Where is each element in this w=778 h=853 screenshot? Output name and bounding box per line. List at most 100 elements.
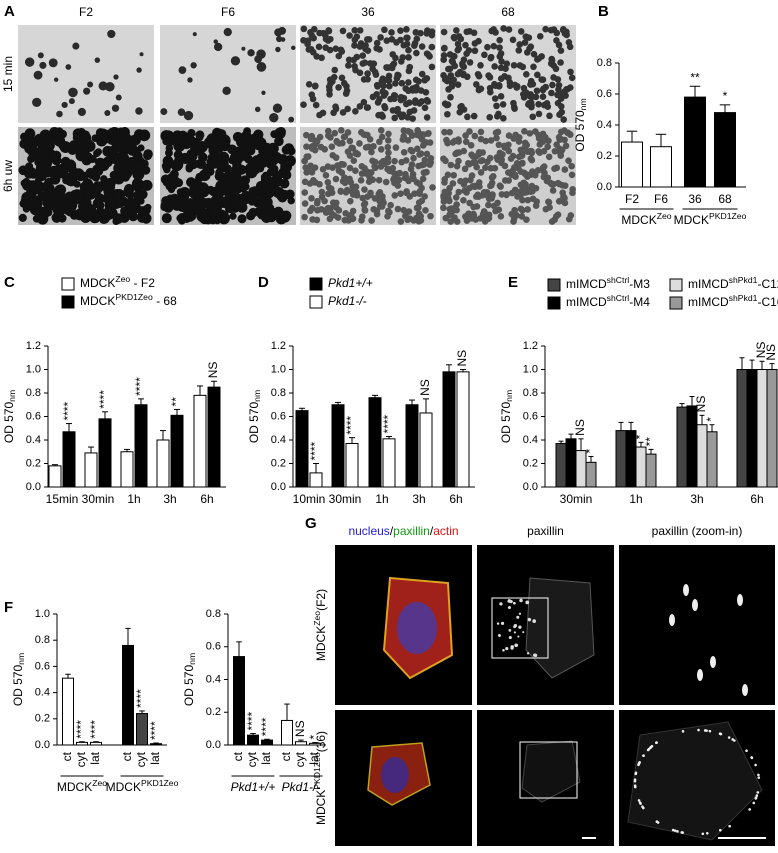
cell [93, 149, 101, 158]
cell [387, 201, 394, 209]
cell [520, 169, 528, 177]
error-bar [124, 448, 130, 452]
cell [418, 70, 426, 78]
cell [540, 163, 548, 170]
cell [557, 59, 564, 66]
x-tick-label: 3h [690, 492, 703, 506]
row-label-sup: Zeo [312, 611, 322, 626]
adhesion [673, 829, 677, 832]
error-bar [460, 369, 466, 372]
adhesion [692, 599, 698, 611]
cell [558, 146, 566, 154]
cell [49, 174, 61, 185]
error-bar [66, 423, 72, 432]
cell [527, 81, 534, 88]
cell [556, 136, 563, 143]
cell [383, 37, 391, 44]
y-tick-label: 0.6 [206, 641, 221, 653]
x-tick-label: 3h [163, 492, 176, 506]
cell [549, 187, 557, 194]
cell [280, 160, 293, 173]
cell [304, 40, 311, 48]
bar [120, 451, 134, 488]
error-bar [446, 364, 452, 372]
cell [553, 37, 560, 44]
cell [443, 77, 451, 85]
cell [496, 149, 504, 157]
cell [477, 62, 484, 69]
adhesion [508, 635, 512, 640]
bar [150, 743, 162, 746]
error-bar [558, 440, 564, 444]
cell [328, 209, 335, 217]
cell [385, 207, 392, 215]
cell [98, 81, 108, 91]
adhesion [516, 615, 520, 619]
cell [544, 143, 552, 151]
cell [530, 63, 537, 71]
cell [470, 210, 477, 218]
legend-label-sup: shPkd1 [729, 293, 758, 303]
cell [222, 86, 231, 96]
cell [160, 203, 169, 211]
cell [539, 76, 547, 83]
cell [305, 81, 313, 88]
cell [525, 100, 533, 107]
cell [447, 93, 454, 101]
cell [485, 72, 492, 79]
cell [328, 189, 336, 197]
adhesion [525, 600, 530, 605]
cell [524, 196, 532, 204]
cell [256, 62, 267, 72]
cell [466, 59, 474, 66]
cell [471, 47, 479, 55]
y-tick-label: 0.4 [271, 434, 286, 446]
cell [209, 198, 221, 210]
cell [391, 192, 399, 199]
bar [696, 424, 708, 488]
adhesion [681, 730, 685, 733]
significance: * [583, 448, 597, 453]
y-tick-label: 0.8 [35, 634, 50, 646]
x-tick-label: 15min [46, 492, 79, 506]
cell [408, 161, 416, 168]
cell [319, 165, 327, 173]
cell [395, 176, 403, 184]
adhesion [757, 773, 760, 777]
cell [344, 148, 352, 155]
cell [409, 170, 417, 178]
cell [463, 217, 471, 224]
cell [460, 147, 468, 155]
adhesion [754, 763, 757, 767]
adhesion [519, 598, 523, 603]
cell [311, 164, 319, 171]
cell [364, 70, 371, 77]
cell [281, 210, 292, 221]
cell [350, 56, 357, 64]
cell [165, 144, 174, 152]
significance: ** [643, 437, 657, 447]
cell [188, 158, 199, 170]
x-tick-label: 6h [449, 492, 462, 506]
legend-swatch [309, 295, 323, 309]
y-tick-label: 1.0 [35, 608, 50, 620]
cell [520, 179, 528, 187]
cell [203, 136, 216, 149]
legend-label: mIMCDshPkd1-C16 [688, 293, 778, 309]
cell [539, 93, 547, 100]
cell [288, 116, 295, 123]
cell [529, 113, 537, 121]
cell [371, 195, 379, 202]
cell [330, 73, 338, 81]
error-bar [160, 430, 166, 440]
cell [553, 29, 561, 37]
cell [392, 54, 399, 62]
cell [388, 36, 396, 43]
cell [331, 129, 339, 137]
cell [545, 137, 552, 145]
cell [315, 43, 323, 51]
cell [55, 184, 67, 196]
cell [444, 139, 451, 147]
